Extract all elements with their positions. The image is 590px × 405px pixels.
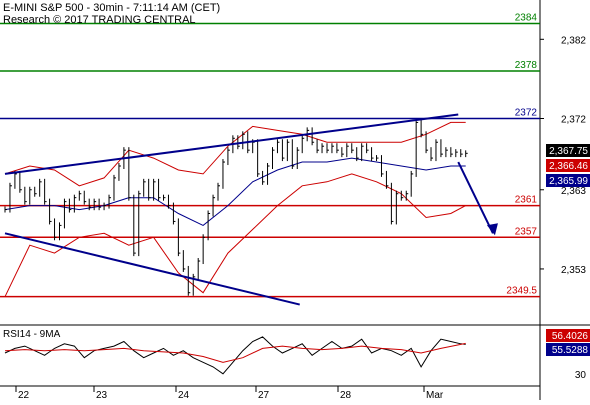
time-tick-label: 23: [96, 390, 108, 400]
level-label-3: 2361: [515, 195, 538, 206]
level-label-1: 2378: [515, 60, 538, 71]
time-tick-label: 28: [340, 390, 352, 400]
rsi-tick-label: 30: [575, 370, 587, 381]
price-tick-label: 2,363: [561, 186, 586, 197]
trendline-0: [4, 113, 459, 175]
price-tick-label: 2,353: [561, 265, 586, 276]
value-badge-0: [546, 144, 590, 157]
level-label-2: 2372: [515, 107, 538, 118]
value-badge-label-1: 2,366.46: [549, 161, 588, 172]
chart-copyright: Research © 2017 TRADING CENTRAL: [3, 14, 196, 26]
rsi-line: [4, 336, 466, 375]
time-tick-label: 27: [258, 390, 270, 400]
value-badge-2: [546, 174, 590, 187]
projection-arrow-head: [486, 223, 498, 236]
rsi-badge-1: [546, 343, 590, 356]
rsi_ma-line: [4, 342, 466, 363]
rsi-badge-label-0: 56.4026: [552, 331, 589, 342]
level-label-5: 2349.5: [506, 286, 537, 297]
time-tick-label: 24: [178, 390, 190, 400]
value-badge-label-2: 2,365.99: [549, 176, 588, 187]
rsi-badge-label-1: 55.5288: [552, 345, 589, 356]
trendline-1: [4, 232, 300, 306]
time-tick-label: Mar: [426, 390, 444, 400]
bollinger-band-bb_upper: [4, 121, 466, 187]
price-tick-label: 2,382: [561, 35, 586, 46]
level-label-4: 2357: [515, 226, 538, 237]
projection-arrow: [457, 161, 494, 234]
rsi-title: RSI14 - 9MA: [3, 329, 61, 340]
chart-title: E-MINI S&P 500 - 30min - 7:11:14 AM (CET…: [3, 2, 221, 14]
moving-average-line: [4, 157, 466, 226]
bollinger-band-bb_lower: [4, 173, 466, 297]
level-label-0: 2384: [515, 12, 538, 23]
time-tick-label: 22: [18, 390, 30, 400]
value-badge-1: [546, 159, 590, 172]
price-tick-label: 2,372: [561, 114, 586, 125]
value-badge-label-0: 2,367.75: [549, 146, 588, 157]
rsi-badge-0: [546, 329, 590, 342]
